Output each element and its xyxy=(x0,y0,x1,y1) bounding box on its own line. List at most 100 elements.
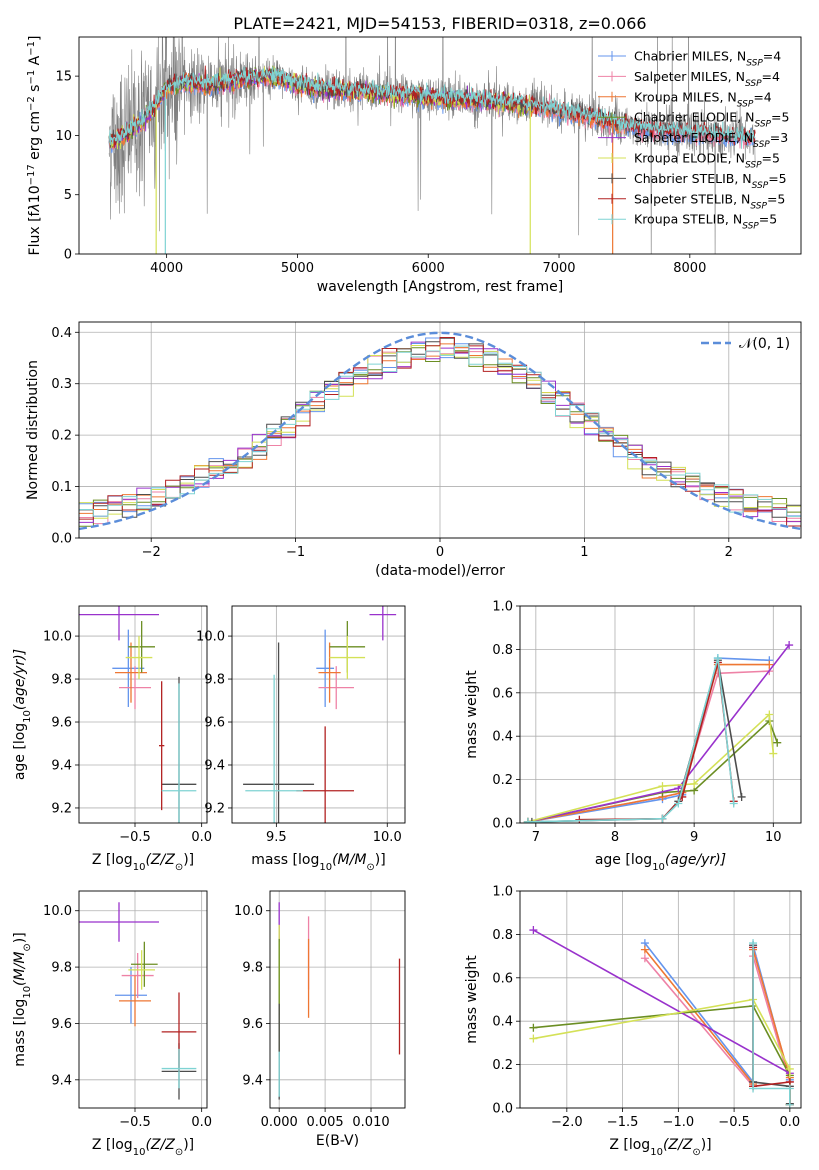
errorbar-point-salpeter_elodie xyxy=(369,606,397,641)
y-tick-label: 9.8 xyxy=(204,673,225,688)
y-tick-label: 0.3 xyxy=(51,377,72,392)
y-tick-label: 9.4 xyxy=(204,758,225,773)
plot-area-age-vs-mass xyxy=(243,606,397,823)
x-tick-label: −1 xyxy=(286,545,305,560)
x-axis-label-part: )] xyxy=(183,852,194,868)
series-kroupa_elodie xyxy=(529,995,794,1108)
legend-label-sub: SSP xyxy=(754,120,771,130)
legend-label-normal: 𝒩(0, 1) xyxy=(739,336,790,352)
x-tick-label: −1.5 xyxy=(607,1115,639,1130)
y-axis-label: mass weight xyxy=(464,955,480,1044)
y-axis-label-part: ⊙ xyxy=(22,943,33,951)
legend-label-salpeter_elodie: Salpeter ELODIE, NSSP=3 xyxy=(634,130,788,150)
axes-frame xyxy=(78,321,802,539)
y-tick-label: 0.8 xyxy=(492,928,513,943)
axes-frame xyxy=(78,890,208,1109)
errorbar-point-chabrier_stelib xyxy=(243,642,315,823)
plot-area-residuals xyxy=(79,331,801,538)
legend-label-sub: SSP xyxy=(745,79,762,89)
panel-age-vs-mass: 9.5 10.0 9.2 9.4 9.6 9.8 10.0 mass [log10(M/M⊙)… xyxy=(196,605,406,873)
x-axis-label: wavelength [Angstrom, rest frame] xyxy=(317,279,563,295)
errorbar-point-salpeter_stelib xyxy=(159,681,165,811)
y-axis-label-part: )] xyxy=(12,932,28,943)
y-tick-label: 9.4 xyxy=(51,1073,72,1088)
errorbar-point-salpeter_elodie xyxy=(79,902,159,942)
y-tick-label: 0.2 xyxy=(492,1058,513,1073)
x-tick-label: −0.5 xyxy=(718,1115,750,1130)
x-axis-label-part: 10 xyxy=(319,862,332,873)
legend-label-name: Salpeter ELODIE, N xyxy=(634,130,753,145)
legend-label-sub: SSP xyxy=(753,140,770,150)
y-axis-label: Normed distribution xyxy=(25,360,41,500)
legend-label-name: Kroupa STELIB, N xyxy=(634,212,742,227)
errorbar-point-chabrier_miles xyxy=(316,629,335,707)
y-axis-label-part: 10 xyxy=(27,185,43,203)
x-axis-label-part: Z [log xyxy=(609,1137,650,1153)
series-kroupa_stelib xyxy=(749,939,794,1108)
errorbar-point-kroupa_stelib xyxy=(161,1048,197,1089)
y-tick-label: 1.0 xyxy=(492,885,513,900)
x-axis-label-part: 10 xyxy=(133,862,146,873)
series-line xyxy=(527,657,735,823)
series-line xyxy=(752,943,791,1105)
legend-label-sub: SSP xyxy=(746,59,763,69)
y-tick-label: 0.4 xyxy=(492,730,513,745)
errorbar-point-kroupa_elodie xyxy=(128,950,155,990)
y-tick-label: 9.6 xyxy=(242,1017,263,1032)
legend-label-name: Chabrier MILES, N xyxy=(634,49,746,64)
series-chabrier_elodie xyxy=(529,1002,794,1108)
x-axis-label: (data-model)/error xyxy=(375,563,505,579)
figure-title: PLATE=2421, MJD=54153, FIBERID=0318, z=0… xyxy=(233,14,646,33)
x-tick-label: 10.0 xyxy=(373,830,402,845)
plot-area-mass-vs-EBV xyxy=(278,902,401,1100)
series-chabrier_elodie xyxy=(523,717,782,823)
x-tick-label: −0.5 xyxy=(119,1115,151,1130)
y-axis-label-part: A xyxy=(27,55,43,69)
y-tick-label: 0.8 xyxy=(492,643,513,658)
series-marker xyxy=(785,1064,794,1073)
panel-age-vs-Z: −0.5 0.09.29.49.69.810.0Z [log10(Z/Z⊙)]ag… xyxy=(12,605,212,873)
x-tick-label: 1 xyxy=(580,545,588,560)
x-tick-label: 0.000 xyxy=(261,1115,298,1130)
x-axis-label-part: ⊙ xyxy=(175,1147,183,1158)
y-axis-label-part: ] xyxy=(27,36,43,41)
panel-mass-vs-Z: −0.5 0.09.49.69.810.0Z [log10(Z/Z⊙)]mass … xyxy=(12,890,212,1158)
x-axis-label-part: age [log xyxy=(595,852,652,868)
y-axis-label-part: (M/M xyxy=(12,952,28,986)
y-tick-label: 10.0 xyxy=(234,904,263,919)
series-marker xyxy=(785,1100,794,1108)
axes-frame xyxy=(231,605,406,824)
series-marker xyxy=(785,1084,794,1093)
plot-area-spectrum xyxy=(108,37,756,254)
y-tick-label: 0.2 xyxy=(492,773,513,788)
legend-label-salpeter_miles: Salpeter MILES, NSSP=4 xyxy=(634,69,780,89)
y-tick-label: 5 xyxy=(64,188,72,203)
y-axis-label-part: age [log xyxy=(12,723,28,780)
series-marker xyxy=(640,954,649,963)
y-tick-label: 9.8 xyxy=(242,961,263,976)
x-axis-label: age [log10(age/yr)] xyxy=(595,852,726,873)
y-tick-label: 15 xyxy=(55,70,72,85)
series-marker xyxy=(765,660,774,669)
series-marker xyxy=(729,799,738,808)
axes-frame xyxy=(269,890,406,1109)
x-axis-label-part: Z [log xyxy=(92,1137,133,1153)
series-marker xyxy=(749,939,758,948)
y-tick-label: 9.2 xyxy=(51,801,72,816)
axes-frame xyxy=(78,605,208,824)
legend-label-name: Chabrier STELIB, N xyxy=(634,171,752,186)
y-tick-label: 9.8 xyxy=(51,961,72,976)
x-tick-label: 0.010 xyxy=(352,1115,389,1130)
legend-label-kroupa_miles: Kroupa MILES, NSSP=4 xyxy=(634,89,772,109)
x-tick-label: −2 xyxy=(142,545,161,560)
legend-label-tail: =5 xyxy=(767,191,785,206)
plot-area-weight-vs-Z xyxy=(529,926,794,1108)
legend-label-tail: =5 xyxy=(771,110,789,125)
y-tick-label: 9.2 xyxy=(204,801,225,816)
y-tick-label: 0.0 xyxy=(492,1102,513,1117)
legend-label-name: Kroupa ELODIE, N xyxy=(634,151,745,166)
y-axis-label-part: 10 xyxy=(22,710,33,723)
legend-label-sub: SSP xyxy=(742,222,759,232)
panel-residuals: −2 −1 0 1 2 0.0 0.1 0.2 0.3 0.4 (data-model)/error… xyxy=(25,321,802,579)
